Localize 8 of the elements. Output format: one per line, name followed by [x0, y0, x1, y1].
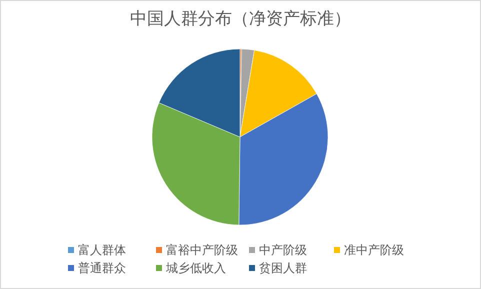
legend-label: 城乡低收入 — [165, 261, 226, 275]
legend-label: 中产阶级 — [259, 243, 307, 257]
legend-label: 贫困人群 — [259, 261, 307, 275]
legend-label: 普通群众 — [78, 261, 126, 275]
chart-title: 中国人群分布（净资产标准） — [130, 9, 351, 29]
legend-label: 准中产阶级 — [344, 243, 404, 257]
legend-label: 富人群体 — [78, 243, 126, 257]
legend-label: 富裕中产阶级 — [166, 243, 238, 257]
